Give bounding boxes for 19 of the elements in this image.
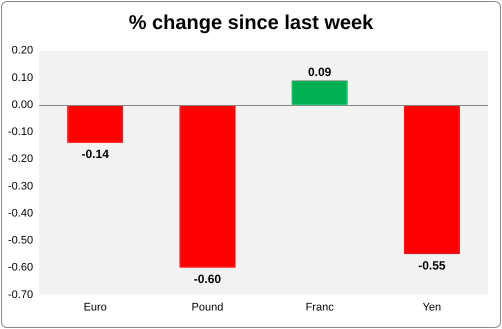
y-tick-label: -0.40 xyxy=(8,207,34,220)
y-tick-label: -0.50 xyxy=(8,234,34,247)
data-label: -0.55 xyxy=(418,258,446,272)
y-tick-label: -0.20 xyxy=(8,153,34,166)
x-tick-label: Euro xyxy=(84,301,107,314)
y-tick-label: -0.10 xyxy=(8,126,34,138)
y-tick-label: -0.60 xyxy=(8,262,34,274)
data-label: -0.60 xyxy=(194,272,222,286)
x-tick-label: Franc xyxy=(306,301,334,314)
data-label: 0.09 xyxy=(308,64,332,79)
y-tick-label: 0.10 xyxy=(12,72,34,84)
y-tick-label: 0.20 xyxy=(12,44,34,57)
chart-title: % change since last week xyxy=(128,12,374,35)
y-tick-label: -0.30 xyxy=(8,180,34,192)
data-label: -0.14 xyxy=(82,147,110,162)
x-tick-label: Yen xyxy=(422,301,442,314)
y-tick-label: 0.00 xyxy=(12,98,34,111)
y-tick-label: -0.70 xyxy=(8,288,34,301)
x-tick-label: Pound xyxy=(192,301,224,314)
